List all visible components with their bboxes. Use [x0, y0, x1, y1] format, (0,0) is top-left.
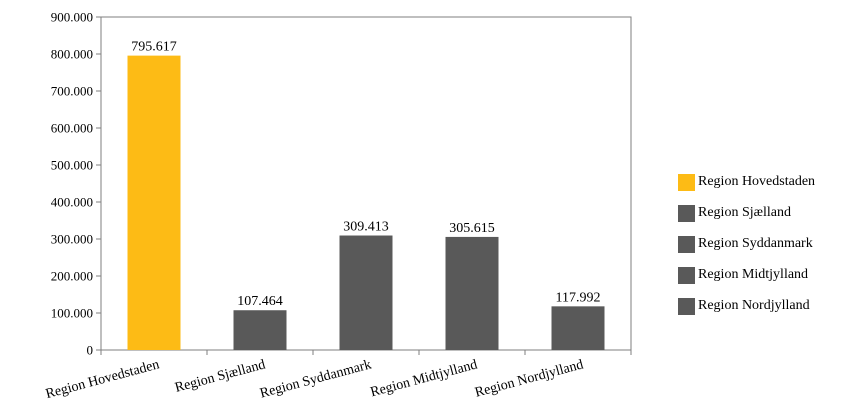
y-tick-label: 300.000: [51, 232, 93, 247]
bar-region-syddanmark: [339, 235, 393, 350]
data-label: 309.413: [343, 220, 389, 235]
y-tick-label: 200.000: [51, 269, 93, 284]
x-category-label: Region Nordjylland: [473, 357, 585, 400]
bar-region-hovedstaden: [127, 55, 181, 351]
y-tick-label: 700.000: [51, 84, 93, 99]
legend-item: Region Syddanmark: [678, 234, 858, 265]
y-tick-label: 400.000: [51, 195, 93, 210]
y-tick-label: 500.000: [51, 158, 93, 173]
legend-label: Region Sjælland: [698, 205, 791, 220]
legend-swatch: [678, 236, 695, 253]
legend-item: Region Nordjylland: [678, 296, 858, 327]
data-label: 117.992: [556, 290, 601, 305]
x-category-label: Region Midtjylland: [369, 357, 479, 400]
x-category-label: Region Hovedstaden: [44, 357, 161, 402]
y-tick-label: 0: [87, 343, 94, 358]
legend-label: Region Nordjylland: [698, 298, 810, 313]
y-tick-label: 100.000: [51, 306, 93, 321]
legend: Region Hovedstaden Region Sjælland Region …: [678, 172, 858, 327]
data-label: 107.464: [237, 294, 283, 309]
legend-label: Region Syddanmark: [698, 236, 813, 251]
x-axis: Region Hovedstaden Region SjællandRegion …: [44, 350, 632, 402]
data-label: 795.617: [131, 40, 177, 55]
legend-swatch: [678, 174, 695, 191]
legend-label: Region Hovedstaden: [698, 174, 816, 189]
legend-swatch: [678, 205, 695, 222]
y-tick-label: 600.000: [51, 121, 93, 136]
y-axis: 0 100.000 200.000 300.000 400.000 500.000 600.…: [51, 10, 101, 358]
legend-item: Region Sjælland: [678, 203, 858, 234]
legend-item: Region Midtjylland: [678, 265, 858, 296]
data-labels: 795.617 107.464 309.413 305.615 117.992: [131, 40, 600, 310]
legend-label: Region Midtjylland: [698, 267, 809, 282]
bar-region-sj-lland: [233, 310, 287, 350]
bar-region-nordjylland: [551, 306, 605, 350]
x-category-label: Region Sjælland: [173, 357, 267, 396]
data-label: 305.615: [449, 221, 495, 236]
x-category-label: Region Syddanmark: [258, 357, 373, 401]
legend-swatch: [678, 298, 695, 315]
bar-region-midtjylland: [445, 236, 499, 350]
legend-swatch: [678, 267, 695, 284]
bars: [127, 55, 605, 351]
y-tick-label: 900.000: [51, 10, 93, 25]
legend-item: Region Hovedstaden: [678, 172, 858, 203]
y-tick-label: 800.000: [51, 47, 93, 62]
